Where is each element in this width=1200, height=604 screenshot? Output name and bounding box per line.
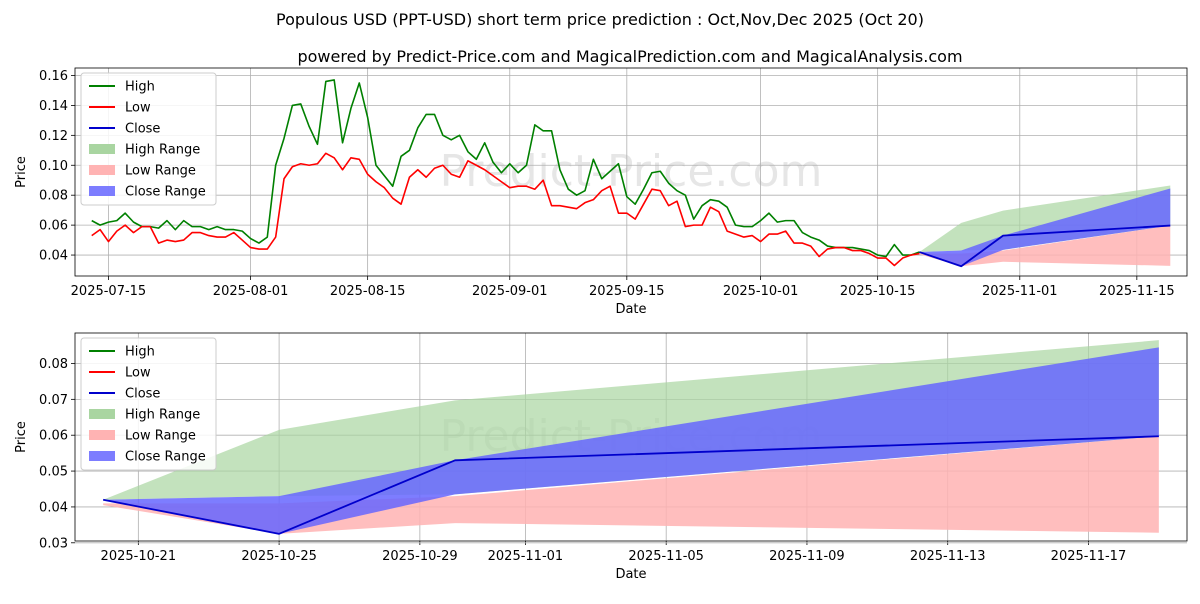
x-tick-label: 2025-10-21 (101, 549, 177, 564)
y-tick-label: 0.07 (39, 393, 68, 408)
x-axis-label: Date (615, 302, 646, 317)
history-panel: Predict-Price.com 2025-07-15 2025-08-01 202… (14, 67, 1188, 317)
axes-frame (74, 67, 1188, 277)
chart-title: Populous USD (PPT-USD) short term price … (276, 10, 924, 29)
legend-label: High (125, 345, 155, 360)
y-tick-label: 0.04 (39, 249, 68, 264)
x-tick-label: 2025-11-01 (982, 284, 1058, 299)
legend-label: High (125, 80, 155, 95)
legend-label: Close Range (125, 450, 206, 465)
legend-swatch (89, 186, 115, 196)
x-tick-label: 2025-09-15 (589, 284, 665, 299)
y-tick-label: 0.06 (39, 429, 68, 444)
x-tick-label: 2025-10-29 (382, 549, 458, 564)
y-tick-label: 0.03 (39, 536, 68, 551)
x-tick-label: 2025-11-01 (488, 549, 564, 564)
high-range-band (103, 340, 1159, 500)
x-tick-label: 2025-10-15 (840, 284, 916, 299)
legend-label: Low Range (125, 429, 196, 444)
chart-subtitle: powered by Predict-Price.com and Magical… (297, 47, 962, 66)
legend-label: Close Range (125, 185, 206, 200)
y-tick-label: 0.10 (39, 159, 68, 174)
close-series-line (102, 435, 1159, 535)
legend-swatch (89, 144, 115, 154)
close-range-band (919, 188, 1171, 267)
x-tick-label: 2025-07-15 (71, 284, 147, 299)
y-tick-label: 0.06 (39, 219, 68, 234)
high-series-line (91, 79, 920, 258)
axes-frame (74, 332, 1188, 542)
y-axis-label: Price (14, 421, 29, 453)
close-series-line (919, 224, 1171, 268)
legend-swatch (89, 165, 115, 175)
x-tick-label: 2025-11-09 (769, 549, 845, 564)
x-tick-label: 2025-08-01 (213, 284, 289, 299)
x-tick-label: 2025-11-13 (910, 549, 986, 564)
legend-label: Close (125, 122, 160, 137)
x-tick-label: 2025-11-15 (1099, 284, 1175, 299)
legend-label: Close (125, 387, 160, 402)
y-tick-label: 0.16 (39, 69, 68, 84)
y-tick-label: 0.14 (39, 99, 68, 114)
legend-label: Low (125, 366, 151, 381)
x-tick-label: 2025-09-01 (472, 284, 548, 299)
forecast-panel: Predict-Price.com2025-10-212025-10-25202… (14, 332, 1188, 582)
y-tick-label: 0.05 (39, 465, 68, 480)
legend-label: Low Range (125, 164, 196, 179)
close-range-band (103, 347, 1159, 534)
legend-label: Low (125, 101, 151, 116)
y-tick-label: 0.08 (39, 357, 68, 372)
legend-swatch (89, 430, 115, 440)
y-tick-label: 0.12 (39, 129, 68, 144)
watermark: Predict-Price.com (440, 146, 823, 197)
x-tick-label: 2025-11-05 (628, 549, 704, 564)
legend-label: High Range (125, 408, 200, 423)
x-tick-label: 2025-08-15 (330, 284, 406, 299)
legend-swatch (89, 451, 115, 461)
y-axis-label: Price (14, 156, 29, 188)
x-tick-label: 2025-10-25 (241, 549, 317, 564)
low-series-line (91, 152, 920, 267)
legend-label: High Range (125, 143, 200, 158)
y-tick-label: 0.08 (39, 189, 68, 204)
legend-swatch (89, 409, 115, 419)
x-tick-label: 2025-10-01 (723, 284, 799, 299)
high-range-band (919, 185, 1171, 253)
x-tick-label: 2025-11-17 (1051, 549, 1127, 564)
y-tick-label: 0.04 (39, 500, 68, 515)
x-axis-label: Date (615, 567, 646, 582)
